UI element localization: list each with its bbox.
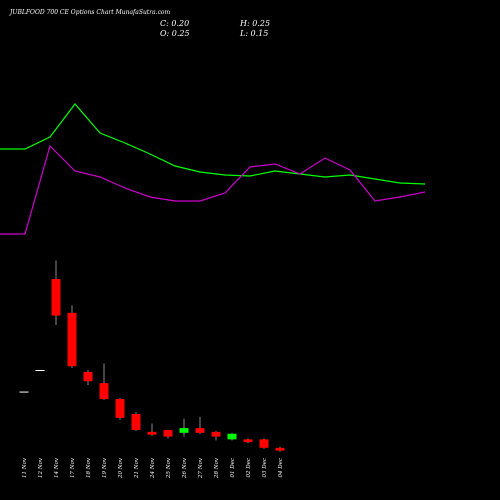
x-tick-label: 18 Nov — [86, 457, 92, 478]
candle-body — [131, 414, 141, 430]
candle-body — [83, 371, 93, 382]
x-tick-label: 24 Nov — [150, 457, 156, 479]
x-tick-label: 26 Nov — [182, 457, 188, 479]
candle-body — [275, 447, 285, 451]
x-tick-label: 03 Dec — [262, 458, 268, 478]
low-label: L: 0.15 — [239, 29, 268, 38]
candle-body — [243, 439, 253, 443]
chart-title: JUBLFOOD 700 CE Options Chart MunafaSutr… — [8, 9, 171, 16]
line-series — [0, 144, 426, 235]
candle-body — [227, 433, 237, 440]
candle-body — [19, 391, 29, 393]
x-tick-label: 11 Nov — [22, 457, 28, 478]
x-tick-label: 21 Nov — [134, 457, 140, 479]
open-label: O: 0.25 — [160, 29, 190, 38]
x-tick-label: 02 Dec — [246, 458, 252, 478]
x-tick-label: 14 Nov — [54, 457, 60, 478]
candle-body — [35, 370, 45, 371]
candle-body — [195, 428, 205, 433]
high-label: H: 0.25 — [239, 19, 270, 28]
candle-body — [67, 312, 77, 367]
x-tick-label: 19 Nov — [102, 457, 108, 478]
x-tick-label: 28 Nov — [214, 457, 220, 479]
x-tick-label: 27 Nov — [198, 457, 204, 479]
candle-body — [147, 431, 157, 435]
candle-body — [259, 439, 269, 448]
x-tick-label: 12 Nov — [38, 457, 44, 478]
candle-body — [99, 383, 109, 400]
x-tick-label: 25 Nov — [166, 457, 172, 479]
x-tick-label: 20 Nov — [118, 457, 124, 479]
candle-body — [211, 431, 221, 437]
candle-body — [115, 399, 125, 418]
close-label: C: 0.20 — [160, 19, 189, 28]
x-tick-label: 17 Nov — [70, 457, 76, 478]
x-tick-label: 04 Dec — [278, 458, 284, 478]
line-series — [0, 103, 426, 185]
candle-body — [51, 279, 61, 316]
x-tick-label: 01 Dec — [230, 458, 236, 478]
candle-body — [163, 430, 173, 437]
candle-body — [179, 428, 189, 433]
